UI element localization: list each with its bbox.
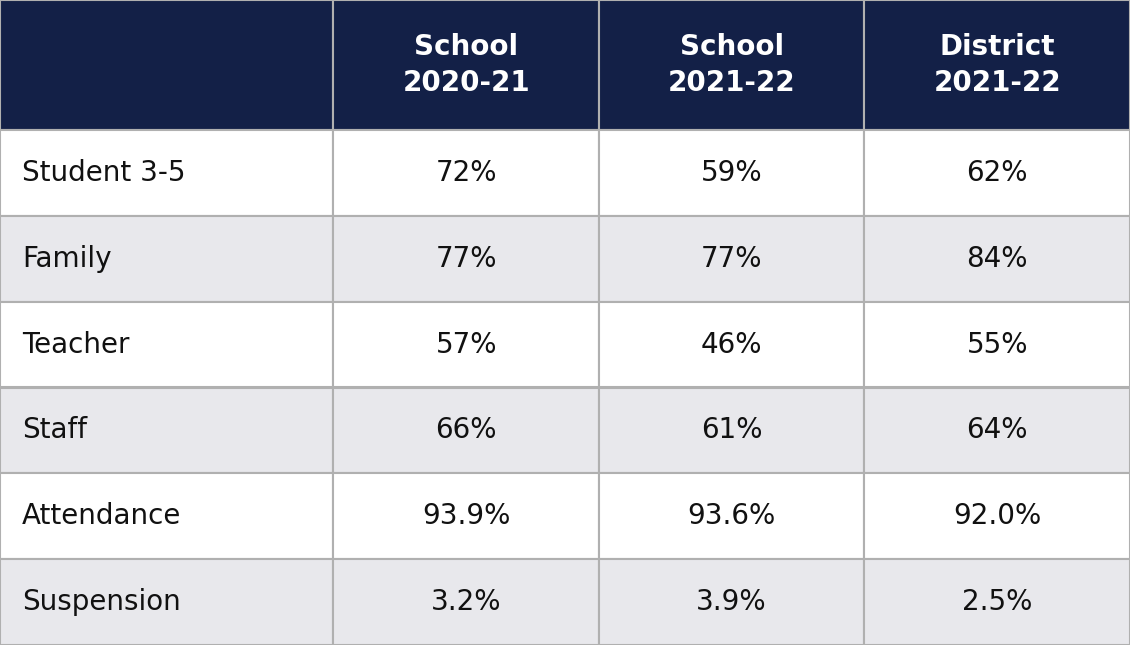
Text: Student 3-5: Student 3-5	[21, 159, 185, 187]
Bar	[333, 388, 599, 473]
Bar	[864, 559, 1130, 645]
Bar	[864, 473, 1130, 559]
Bar	[333, 130, 599, 216]
Bar	[599, 302, 864, 388]
Text: 3.2%: 3.2%	[431, 588, 502, 616]
Bar	[0, 559, 333, 645]
Text: 46%: 46%	[701, 331, 763, 359]
Bar	[599, 388, 864, 473]
Text: 61%: 61%	[701, 417, 763, 444]
Bar	[599, 0, 864, 130]
Text: 2021-22: 2021-22	[668, 69, 796, 97]
Bar	[0, 302, 333, 388]
Bar	[864, 0, 1130, 130]
Text: 55%: 55%	[966, 331, 1028, 359]
Text: 77%: 77%	[435, 244, 497, 273]
Text: Staff: Staff	[21, 417, 87, 444]
Text: 2.5%: 2.5%	[962, 588, 1033, 616]
Bar	[599, 559, 864, 645]
Bar	[0, 216, 333, 302]
Bar	[864, 388, 1130, 473]
Text: 2021-22: 2021-22	[933, 69, 1061, 97]
Bar	[333, 0, 599, 130]
Text: 57%: 57%	[435, 331, 497, 359]
Bar	[0, 388, 333, 473]
Text: 72%: 72%	[435, 159, 497, 187]
Bar	[333, 559, 599, 645]
Text: 93.6%: 93.6%	[687, 502, 776, 530]
Text: Suspension: Suspension	[21, 588, 181, 616]
Bar	[599, 473, 864, 559]
Text: School: School	[414, 33, 519, 61]
Text: School: School	[679, 33, 784, 61]
Text: District: District	[939, 33, 1055, 61]
Bar	[599, 130, 864, 216]
Text: Teacher: Teacher	[21, 331, 130, 359]
Text: 64%: 64%	[966, 417, 1028, 444]
Text: 77%: 77%	[701, 244, 763, 273]
Text: Family: Family	[21, 244, 112, 273]
Bar	[0, 130, 333, 216]
Text: Attendance: Attendance	[21, 502, 182, 530]
Text: 66%: 66%	[435, 417, 497, 444]
Text: 84%: 84%	[966, 244, 1028, 273]
Text: 59%: 59%	[701, 159, 763, 187]
Bar	[864, 216, 1130, 302]
Bar	[0, 473, 333, 559]
Text: 3.9%: 3.9%	[696, 588, 767, 616]
Text: 92.0%: 92.0%	[953, 502, 1042, 530]
Text: 2020-21: 2020-21	[402, 69, 530, 97]
Bar	[864, 302, 1130, 388]
Bar	[864, 130, 1130, 216]
Bar	[333, 216, 599, 302]
Bar	[599, 216, 864, 302]
Bar	[0, 0, 333, 130]
Text: 93.9%: 93.9%	[421, 502, 511, 530]
Bar	[333, 302, 599, 388]
Text: 62%: 62%	[966, 159, 1028, 187]
Bar	[333, 473, 599, 559]
